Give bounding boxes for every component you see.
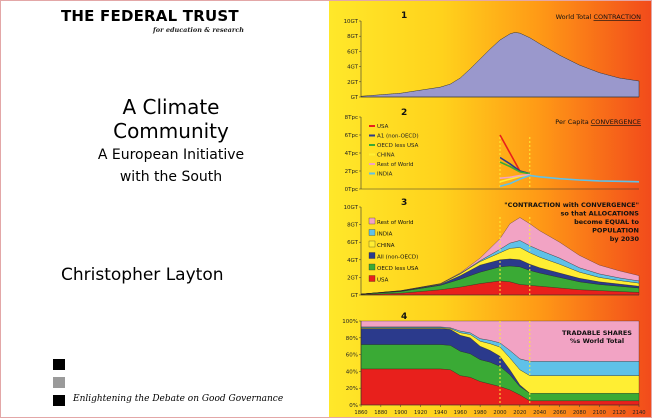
x-tick-label: 1960 [454, 410, 467, 416]
legend-label: Rest of World [377, 220, 414, 226]
x-tick-label: 1920 [414, 410, 427, 416]
legend-label: OECD less USA [377, 266, 419, 272]
panel-number: 2 [401, 108, 407, 118]
legend-swatch [368, 229, 376, 236]
cover-chart-panel: 10GT 8GT 6GT 4GT 2GT GT 1 World Total CONTRACTI… [329, 1, 651, 417]
y-tick-label: 4GT [347, 65, 359, 71]
legend-label: INDIA [377, 172, 393, 178]
x-tick-label: 1880 [374, 410, 387, 416]
x-tick-label: 2080 [573, 410, 586, 416]
y-tick-label: 8Tpc [345, 115, 358, 121]
y-tick-label: GT [351, 293, 359, 299]
legend-label: USA [377, 124, 389, 130]
x-tick-label: 2000 [493, 410, 506, 416]
x-tick-label: 2060 [553, 410, 566, 416]
decorative-square-1 [53, 359, 65, 370]
legend-swatch [368, 240, 376, 248]
x-tick-label: 2040 [533, 410, 546, 416]
legend-label: A1 (non-OECD) [377, 134, 419, 140]
motto: Enlightening the Debate on Good Governan… [73, 394, 284, 404]
legend-swatch [368, 275, 376, 282]
line-series-india [499, 174, 640, 188]
x-tick-label: 2120 [613, 410, 626, 416]
annotation-line: become EQUAL to [574, 218, 639, 226]
y-tick-label: 0Tpc [345, 187, 358, 193]
line-series-a1-non-oecd [499, 156, 530, 175]
y-tick-label: 10GT [344, 19, 359, 25]
annotation-line: "CONTRACTION with CONVERGENCE" [504, 201, 639, 209]
x-tick-label: 2020 [513, 410, 526, 416]
y-tick-label: 8GT [347, 34, 359, 40]
y-tick-label: 10GT [344, 205, 359, 211]
chart-panel-2: 8Tpc 6Tpc 4Tpc 2Tpc 0Tpc 2 Per Capita CONVERGE… [345, 108, 641, 193]
x-tick-label: 1940 [434, 410, 447, 416]
subtitle-line-2: with the South [119, 169, 223, 185]
y-tick-label: 100% [342, 319, 358, 325]
area-series-rest-of-world [360, 217, 640, 295]
panel-number: 1 [401, 11, 407, 21]
decorative-square-3 [53, 395, 65, 406]
chart-title: Per Capita CONVERGENCE [555, 118, 641, 126]
y-tick-label: 0% [349, 403, 358, 409]
y-tick-label: 8GT [347, 223, 359, 229]
y-tick-label: 2GT [347, 275, 359, 281]
panel-number: 4 [401, 312, 407, 322]
annotation-line: TRADABLE SHARES [562, 329, 632, 337]
title-line-2: Community [113, 119, 229, 143]
x-tick-label: 2100 [593, 410, 606, 416]
book-title: A Climate Community A European Initiativ… [91, 95, 251, 187]
y-tick-label: 4Tpc [345, 151, 358, 157]
y-tick-label: 80% [346, 336, 358, 342]
y-tick-label: 6GT [347, 49, 359, 55]
y-tick-label: 6GT [347, 240, 359, 246]
contraction-area [360, 32, 640, 98]
publisher-tagline: for education & research [153, 26, 244, 34]
y-tick-label: 60% [346, 353, 358, 359]
legend-swatch [368, 252, 376, 259]
line-series-rest-of-world [499, 173, 530, 179]
x-tick-label: 1900 [394, 410, 407, 416]
legend-swatch [368, 217, 376, 225]
legend-label: USA [377, 278, 389, 284]
publisher-name: THE FEDERAL TRUST [61, 7, 239, 25]
y-tick-label: 4GT [347, 258, 359, 264]
panel-number: 3 [401, 198, 407, 208]
y-tick-label: 6Tpc [345, 133, 358, 139]
decorative-square-2 [53, 377, 65, 388]
subtitle-line-1: A European Initiative [97, 147, 245, 163]
line-series-oecd-less-usa [499, 161, 530, 175]
annotation-line: so that ALLOCATIONS [561, 210, 640, 218]
legend-label: CHINA [377, 153, 395, 159]
annotation-line: %s World Total [570, 337, 624, 345]
legend-label: CHINA [377, 243, 395, 249]
publisher-logo: THE FEDERAL TRUST for education & resear… [61, 7, 281, 34]
x-tick-label: 1980 [474, 410, 487, 416]
y-tick-label: 2GT [347, 80, 359, 86]
y-tick-label: 20% [346, 386, 358, 392]
y-tick-label: 2Tpc [345, 169, 358, 175]
legend-swatch [368, 263, 376, 271]
cover-left-panel: THE FEDERAL TRUST for education & resear… [1, 1, 329, 417]
chart-panel-4: 100% 80% 60% 40% 20% 0% 4 TRADABLE SHARES%s Wor… [342, 312, 645, 416]
title-line-1: A Climate [122, 95, 220, 119]
legend-label: INDIA [377, 232, 393, 238]
annotation-line: by 2030 [610, 235, 640, 243]
chart-panel-1: 10GT 8GT 6GT 4GT 2GT GT 1 World Total CONTRACTI… [344, 11, 642, 101]
legend-label: Rest of World [377, 162, 414, 168]
legend-label: All (non-OECD) [377, 255, 418, 261]
y-tick-label: GT [351, 95, 359, 101]
chart-panel-3: 10GT 8GT 6GT 4GT 2GT GT 3 "CONTRACTION with CON… [344, 198, 640, 299]
x-tick-label: 1860 [354, 410, 367, 416]
x-tick-label: 2140 [632, 410, 645, 416]
chart-title: World Total CONTRACTION [556, 13, 642, 21]
annotation-line: POPULATION [592, 227, 639, 235]
legend-label: OECD less USA [377, 143, 419, 149]
y-tick-label: 40% [346, 369, 358, 375]
author-name: Christopher Layton [61, 265, 224, 285]
